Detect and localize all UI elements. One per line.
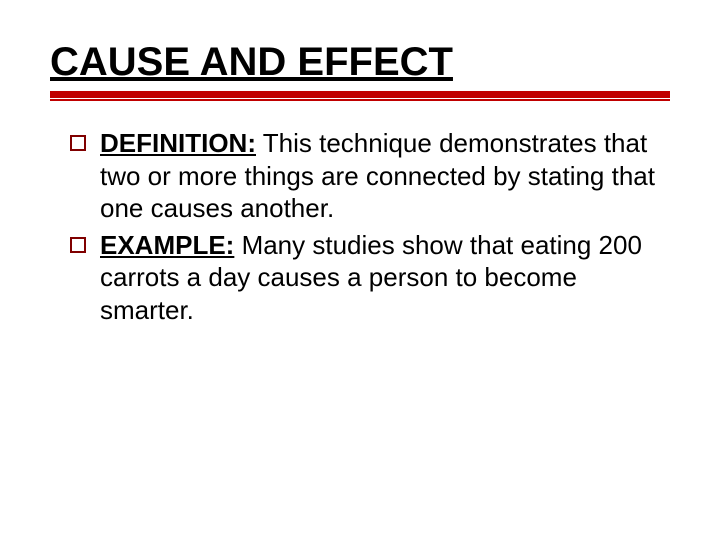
- slide-title: CAUSE AND EFFECT: [50, 40, 670, 85]
- bullet-list: DEFINITION: This technique demonstrates …: [50, 127, 670, 326]
- title-rule-thin: [50, 99, 670, 101]
- item-label: EXAMPLE:: [100, 230, 234, 260]
- list-item: DEFINITION: This technique demonstrates …: [70, 127, 670, 225]
- list-item-text: DEFINITION: This technique demonstrates …: [100, 127, 670, 225]
- title-rule-thick: [50, 91, 670, 98]
- square-bullet-icon: [70, 135, 86, 151]
- list-item: EXAMPLE: Many studies show that eating 2…: [70, 229, 670, 327]
- list-item-text: EXAMPLE: Many studies show that eating 2…: [100, 229, 670, 327]
- square-bullet-icon: [70, 237, 86, 253]
- item-label: DEFINITION:: [100, 128, 256, 158]
